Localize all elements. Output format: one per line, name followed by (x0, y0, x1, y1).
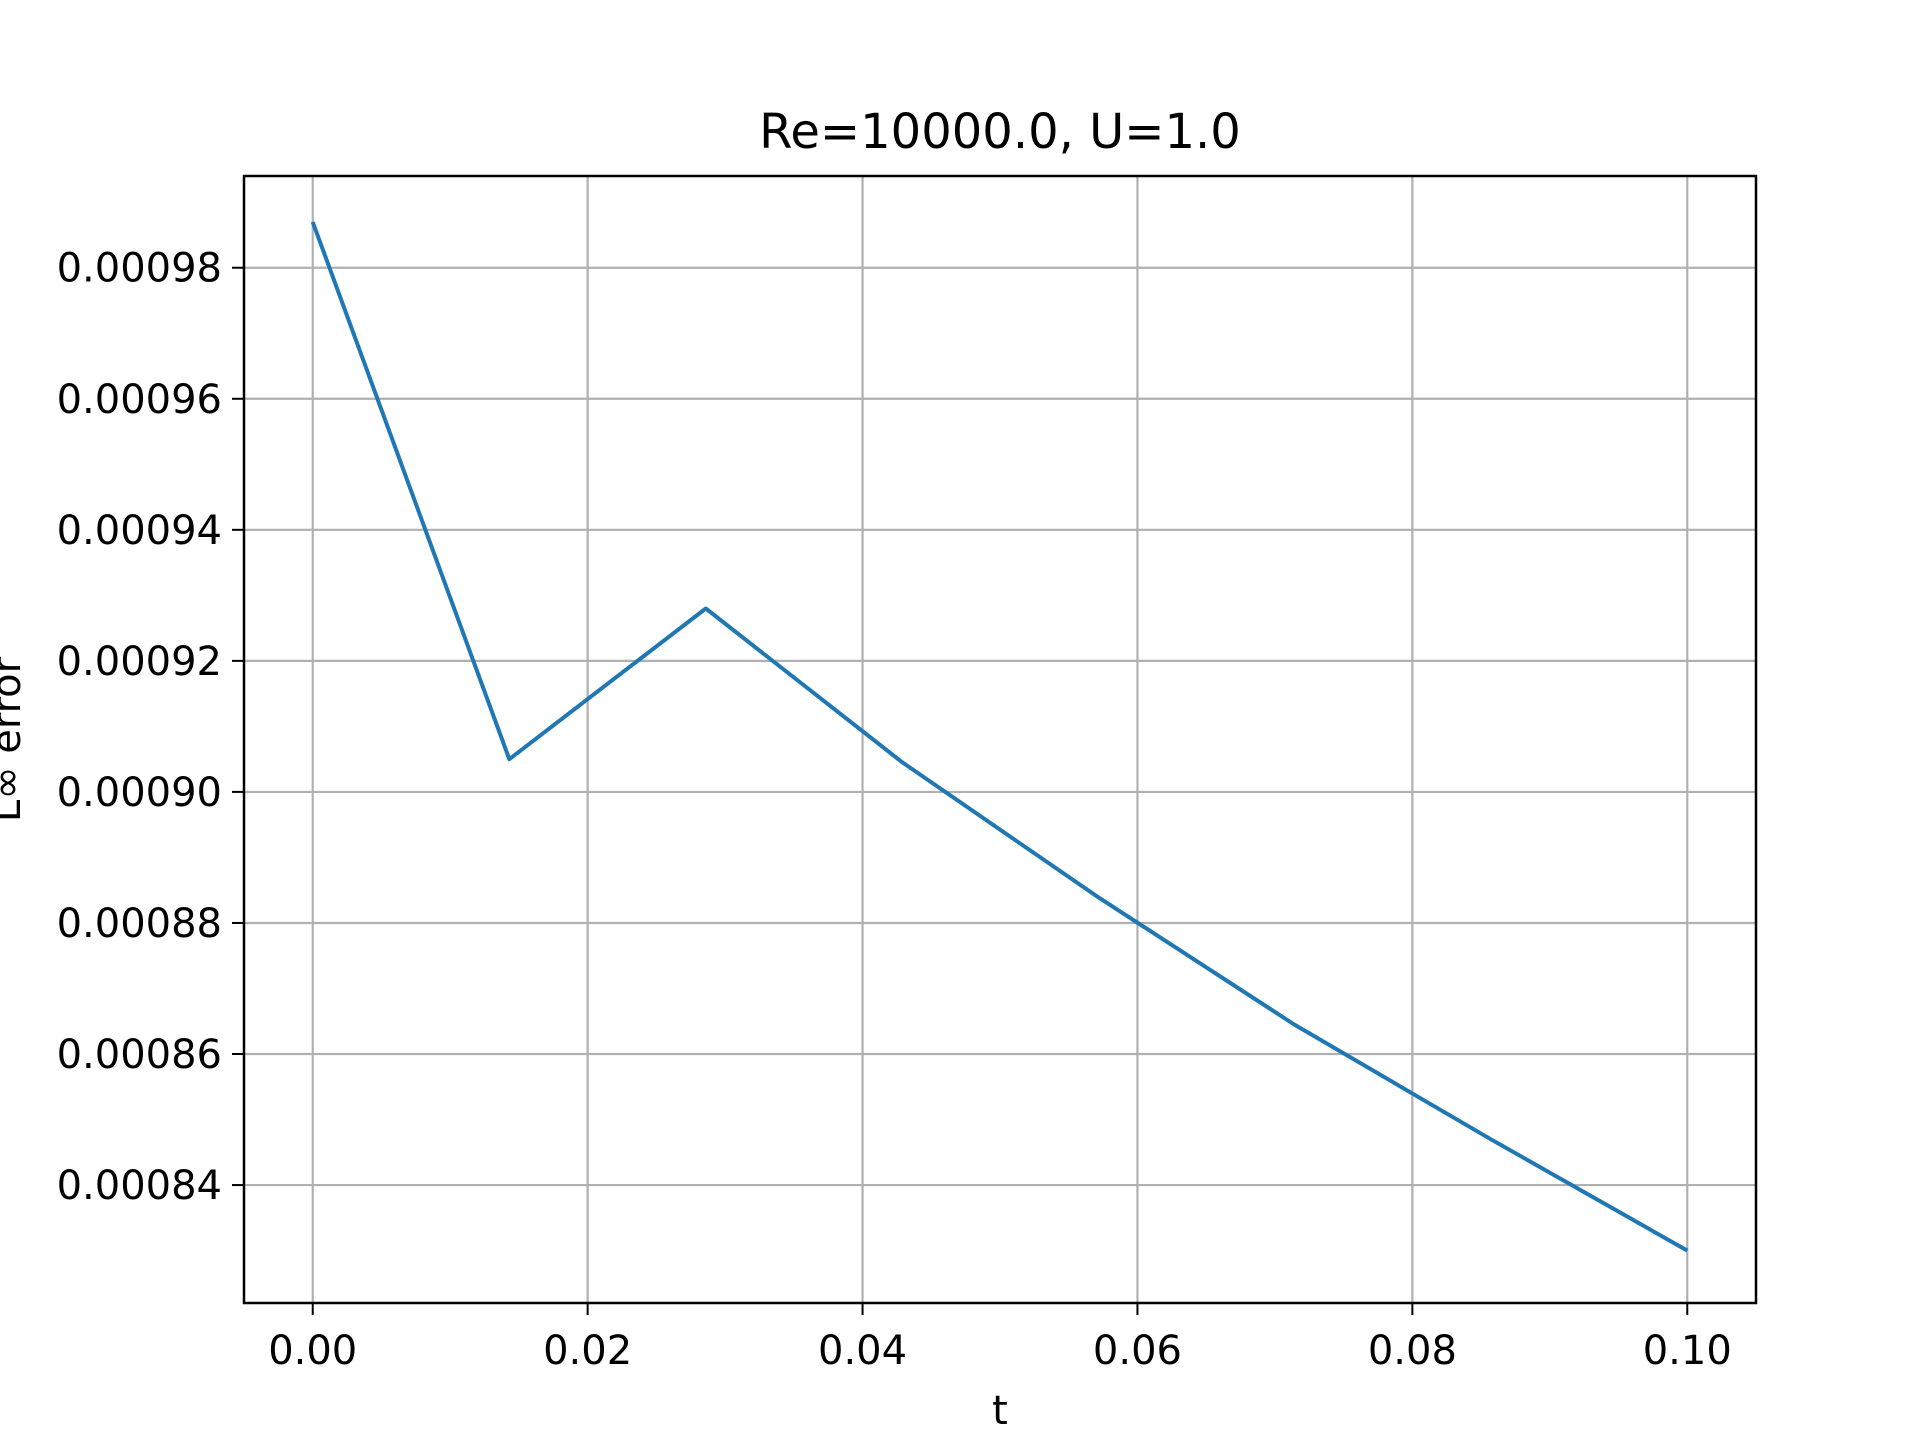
grid-lines (244, 176, 1756, 1303)
x-tick-label: 0.08 (1368, 1328, 1457, 1374)
y-tick-label: 0.00092 (57, 639, 222, 685)
plot-frame (242, 174, 1758, 1305)
y-tick-label: 0.00098 (57, 246, 222, 292)
x-tick-label: 0.02 (543, 1328, 632, 1374)
x-axis-ticks: 0.00 0.02 0.04 0.06 0.08 0.10 (268, 1303, 1732, 1374)
y-tick-label: 0.00084 (57, 1163, 222, 1209)
chart-title: Re=10000.0, U=1.0 (759, 104, 1241, 160)
x-tick-label: 0.06 (1093, 1328, 1182, 1374)
series-line (310, 221, 1689, 1253)
y-tick-label: 0.00086 (57, 1032, 222, 1078)
x-axis-title: t (992, 1388, 1008, 1434)
y-tick-label: 0.00094 (57, 508, 222, 554)
x-tick-label: 0.10 (1643, 1328, 1732, 1374)
x-tick-label: 0.04 (818, 1328, 907, 1374)
y-tick-label: 0.00088 (57, 901, 222, 947)
y-axis-title: L∞ error (0, 656, 30, 822)
series-layer (310, 221, 1689, 1253)
y-tick-label: 0.00090 (57, 770, 222, 816)
y-axis-ticks: 0.00084 0.00086 0.00088 0.00090 0.00092 0.000… (57, 246, 244, 1209)
y-tick-label: 0.00096 (57, 377, 222, 423)
x-tick-label: 0.00 (268, 1328, 357, 1374)
